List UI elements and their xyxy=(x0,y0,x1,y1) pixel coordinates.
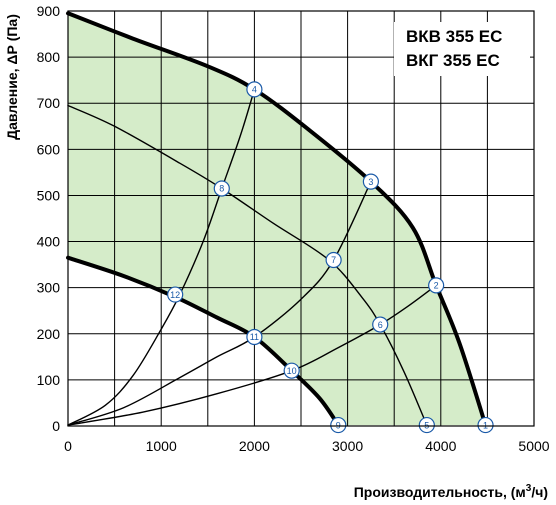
chart-title-line-1: ВКВ 355 ЕС xyxy=(406,27,502,46)
y-tick-label: 700 xyxy=(37,95,61,111)
marker-circle xyxy=(330,416,347,434)
x-tick-label: 2000 xyxy=(239,438,270,454)
marker-circle xyxy=(246,328,263,346)
marker-label: 12 xyxy=(170,290,180,300)
marker-circle xyxy=(167,286,184,303)
max-speed-curve xyxy=(66,11,488,428)
x-tick-label: 4000 xyxy=(425,438,456,454)
y-tick-label: 400 xyxy=(37,234,61,250)
curve-marker-9: 9 xyxy=(330,416,347,434)
curve-marker-6: 6 xyxy=(372,316,389,333)
curve-marker-3: 3 xyxy=(362,173,379,190)
curve-marker-11: 11 xyxy=(246,328,263,346)
marker-label: 5 xyxy=(424,420,429,430)
x-axis-label: Производительность, (м3/ч) xyxy=(354,483,548,500)
system-curve-3 xyxy=(67,284,437,426)
y-tick-label: 200 xyxy=(37,326,61,342)
marker-label: 1 xyxy=(483,420,488,430)
x-tick-label: 1000 xyxy=(146,438,177,454)
title-background xyxy=(394,22,530,76)
marker-label: 4 xyxy=(252,85,257,95)
y-tick-label: 500 xyxy=(37,187,61,203)
min-speed-curve xyxy=(66,255,341,428)
curve-marker-10: 10 xyxy=(283,362,300,379)
marker-circle xyxy=(372,316,389,333)
chart-title-line-2: ВКГ 355 ЕС xyxy=(406,51,500,70)
marker-circle xyxy=(418,416,435,434)
axes: 0 1000 2000 3000 4000 5000 0 100 200 300 400 500 600… xyxy=(37,3,550,454)
marker-circle xyxy=(477,416,494,434)
marker-label: 9 xyxy=(336,420,341,430)
x-tick-label: 3000 xyxy=(332,438,363,454)
marker-label: 6 xyxy=(378,320,383,330)
mid-speed-curve xyxy=(67,104,428,426)
curve-marker-7: 7 xyxy=(325,251,342,269)
marker-label: 10 xyxy=(287,366,297,376)
y-tick-label: 600 xyxy=(37,141,61,157)
marker-circle xyxy=(362,173,379,190)
chart-title-box: ВКВ 355 ЕС ВКГ 355 ЕС xyxy=(394,22,530,76)
marker-circle xyxy=(283,362,300,379)
y-axis-label: Давление, ΔР (Па) xyxy=(4,14,20,140)
y-tick-label: 900 xyxy=(37,3,61,19)
y-tick-label: 800 xyxy=(37,49,61,65)
curve-marker-1: 1 xyxy=(477,416,494,434)
marker-label: 11 xyxy=(250,332,259,342)
marker-label: 7 xyxy=(331,255,336,265)
marker-label: 3 xyxy=(368,177,373,187)
curve-marker-5: 5 xyxy=(418,416,435,434)
y-tick-label: 300 xyxy=(37,280,61,296)
plot-frame xyxy=(67,10,535,427)
marker-label: 8 xyxy=(219,184,224,194)
marker-circle xyxy=(246,81,263,98)
curve-marker-2: 2 xyxy=(428,277,445,294)
x-tick-label: 5000 xyxy=(518,438,549,454)
marker-circle xyxy=(325,251,342,269)
y-tick-label: 100 xyxy=(37,372,61,388)
x-tick-label: 0 xyxy=(64,438,72,454)
curve-marker-8: 8 xyxy=(213,180,230,197)
marker-circle xyxy=(213,180,230,197)
marker-label: 2 xyxy=(434,281,439,291)
marker-circle xyxy=(428,277,445,294)
axis-labels: Производительность, (м3/ч) Давление, ΔР … xyxy=(4,14,548,500)
y-tick-label: 0 xyxy=(52,418,60,434)
curve-marker-4: 4 xyxy=(246,81,263,98)
curve-marker-12: 12 xyxy=(167,286,184,303)
